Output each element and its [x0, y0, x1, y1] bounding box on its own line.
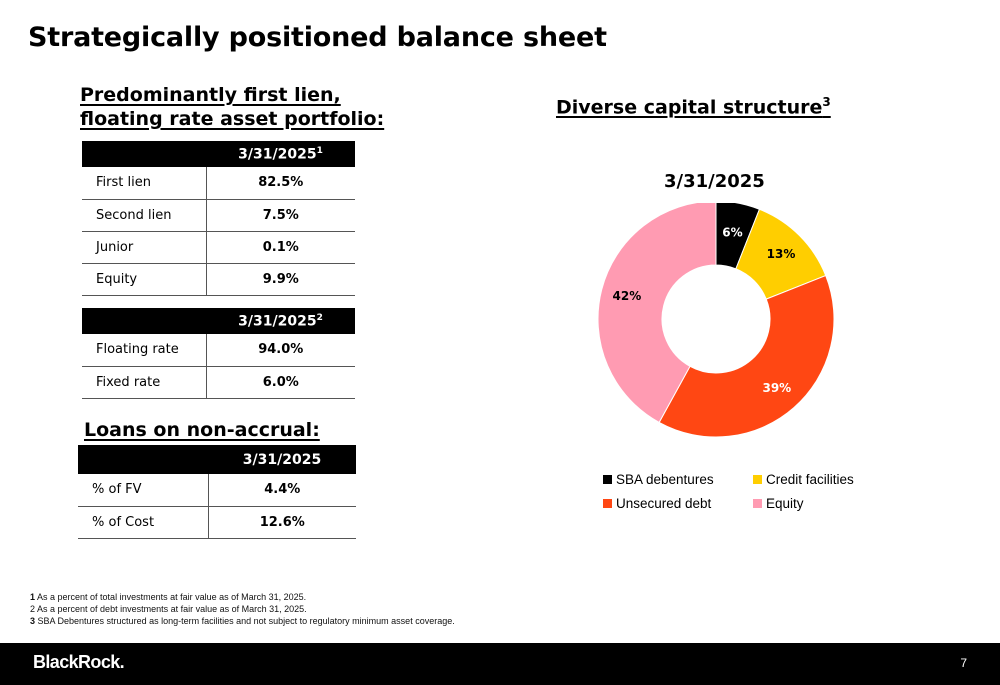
donut-data-label: 39% [762, 381, 791, 395]
legend-label: Equity [766, 496, 804, 511]
legend-item: Unsecured debt [603, 496, 711, 511]
table-row: Equity 9.9% [82, 263, 355, 296]
donut-data-label: 42% [613, 289, 642, 303]
row-label: Fixed rate [82, 366, 207, 399]
footnote: 1 As a percent of total investments at f… [30, 592, 307, 602]
footnote-marker: 3 [822, 95, 831, 109]
legend-swatch [753, 499, 762, 508]
donut-slice-equity [597, 203, 717, 424]
legend-label: SBA debentures [616, 472, 714, 487]
page-number: 7 [960, 656, 967, 670]
table-header-row: 3/31/20252 [82, 308, 355, 334]
table-row: First lien 82.5% [82, 167, 355, 200]
row-label: Equity [82, 263, 207, 296]
non-accrual-heading: Loans on non-accrual: [84, 419, 320, 441]
table-header-date: 3/31/20251 [206, 141, 355, 167]
portfolio-heading: Predominantly first lien, floating rate … [80, 83, 384, 131]
row-label: First lien [82, 167, 207, 200]
footnote-marker: 2 [316, 312, 323, 323]
table-header-date: 3/31/2025 [208, 445, 356, 474]
row-label: Junior [82, 231, 207, 264]
capital-heading: Diverse capital structure3 [556, 95, 831, 119]
row-value: 82.5% [206, 167, 355, 200]
row-label: % of FV [78, 474, 209, 507]
legend-item: Equity [753, 496, 804, 511]
rate-table: 3/31/20252 Floating rate 94.0% Fixed rate… [82, 308, 355, 399]
footnote: 3 SBA Debentures structured as long-term… [30, 616, 455, 626]
table-header-blank [78, 445, 208, 474]
table-row: % of Cost 12.6% [78, 506, 356, 539]
legend-label: Credit facilities [766, 472, 854, 487]
row-value: 12.6% [208, 506, 356, 539]
table-header-blank [82, 141, 206, 167]
chart-subtitle: 3/31/2025 [664, 171, 765, 192]
donut-slice-unsecured-debt [658, 274, 835, 438]
row-value: 6.0% [206, 366, 355, 399]
donut-data-label: 6% [722, 226, 742, 240]
non-accrual-table: 3/31/2025 % of FV 4.4% % of Cost 12.6% [78, 445, 356, 539]
row-value: 4.4% [208, 474, 356, 507]
row-label: Floating rate [82, 334, 207, 367]
legend-label: Unsecured debt [616, 496, 712, 511]
table-row: Second lien 7.5% [82, 199, 355, 232]
footnote-marker: 1 [316, 145, 323, 156]
legend-item: SBA debentures [603, 472, 714, 487]
table-row: Junior 0.1% [82, 231, 355, 264]
lien-table: 3/31/20251 First lien 82.5% Second lien 7.… [82, 141, 355, 296]
row-value: 9.9% [206, 263, 355, 296]
legend-swatch [603, 499, 612, 508]
table-header-row: 3/31/20251 [82, 141, 355, 167]
table-row: % of FV 4.4% [78, 474, 356, 507]
footer-bar: BlackRock. 7 [0, 643, 1000, 685]
legend-swatch [603, 475, 612, 484]
row-value: 7.5% [206, 199, 355, 232]
legend-swatch [753, 475, 762, 484]
legend-item: Credit facilities [753, 472, 854, 487]
portfolio-heading-line2: floating rate asset portfolio: [80, 108, 385, 130]
row-label: Second lien [82, 199, 207, 232]
page-title: Strategically positioned balance sheet [28, 22, 607, 53]
row-label: % of Cost [78, 506, 209, 539]
blackrock-logo: BlackRock. [33, 652, 125, 672]
table-header-date: 3/31/20252 [206, 308, 355, 334]
row-value: 94.0% [206, 334, 355, 367]
portfolio-heading-line1: Predominantly first lien, [80, 84, 341, 106]
footnotes: 1 As a percent of total investments at f… [30, 591, 455, 627]
table-header-row: 3/31/2025 [78, 445, 356, 474]
donut-data-label: 13% [767, 247, 796, 261]
table-header-blank [82, 308, 206, 334]
row-value: 0.1% [206, 231, 355, 264]
footnote: 2 As a percent of debt investments at fa… [30, 604, 307, 614]
donut-chart: 6% 13% 39% 42% [597, 203, 835, 438]
table-row: Floating rate 94.0% [82, 334, 355, 367]
table-row: Fixed rate 6.0% [82, 366, 355, 399]
